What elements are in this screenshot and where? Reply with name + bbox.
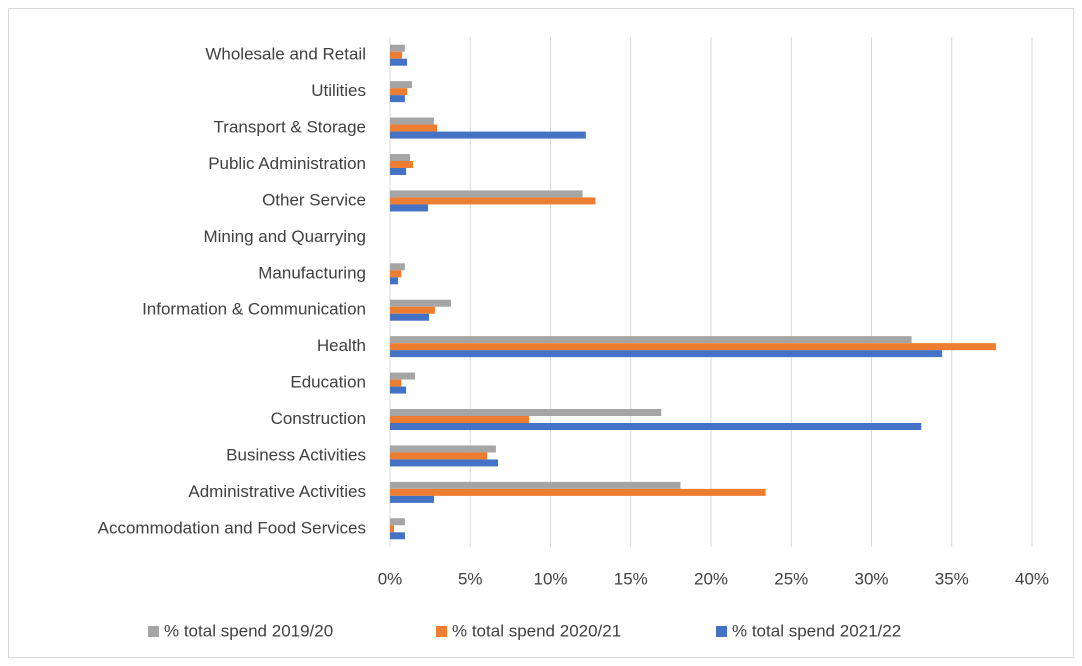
bar bbox=[390, 81, 412, 89]
legend-swatch bbox=[148, 626, 159, 637]
bar bbox=[390, 58, 408, 66]
bar bbox=[390, 518, 405, 526]
bar bbox=[390, 409, 662, 416]
bar bbox=[390, 44, 405, 52]
bar bbox=[390, 124, 438, 132]
bar bbox=[390, 306, 435, 314]
y-tick-label: Construction bbox=[271, 409, 366, 428]
bar bbox=[390, 481, 681, 489]
bar bbox=[390, 423, 922, 430]
legend-label: % total spend 2019/20 bbox=[164, 621, 333, 640]
bar bbox=[390, 197, 596, 205]
bar bbox=[390, 532, 405, 540]
y-tick-label: Information & Communication bbox=[142, 300, 366, 319]
bar bbox=[390, 525, 395, 533]
bar bbox=[390, 299, 451, 307]
legend-label: % total spend 2021/22 bbox=[732, 621, 901, 640]
y-tick-label: Business Activities bbox=[226, 445, 366, 464]
bar bbox=[390, 277, 399, 285]
bar bbox=[390, 350, 943, 358]
x-tick-label: 0% bbox=[378, 569, 403, 588]
y-tick-label: Mining and Quarrying bbox=[203, 227, 366, 246]
bar bbox=[390, 131, 586, 139]
bar bbox=[390, 88, 408, 96]
bar bbox=[390, 372, 416, 380]
y-tick-label: Education bbox=[290, 373, 366, 392]
y-tick-label: Health bbox=[317, 336, 366, 355]
y-tick-label: Wholesale and Retail bbox=[205, 45, 366, 64]
chart-border bbox=[8, 8, 1074, 658]
x-tick-label: 5% bbox=[458, 569, 483, 588]
legend-swatch bbox=[436, 626, 447, 637]
bar bbox=[390, 343, 996, 351]
y-tick-label: Utilities bbox=[311, 81, 366, 100]
bar bbox=[390, 386, 407, 394]
bar bbox=[390, 263, 405, 271]
x-tick-label: 15% bbox=[614, 569, 648, 588]
bar bbox=[390, 270, 402, 278]
y-tick-label: Accommodation and Food Services bbox=[98, 518, 366, 537]
bar bbox=[390, 161, 413, 168]
y-tick-label: Administrative Activities bbox=[188, 482, 366, 501]
bar bbox=[390, 459, 499, 467]
bar bbox=[390, 313, 430, 321]
y-tick-label: Other Service bbox=[262, 190, 366, 209]
bar bbox=[390, 154, 411, 161]
legend-swatch bbox=[716, 626, 727, 637]
bar bbox=[390, 168, 407, 175]
bar bbox=[390, 117, 434, 125]
bar bbox=[390, 488, 766, 496]
bar bbox=[390, 336, 912, 344]
bar bbox=[390, 452, 488, 460]
y-tick-label: Transport & Storage bbox=[214, 118, 366, 137]
bar bbox=[390, 204, 429, 212]
x-tick-label: 40% bbox=[1015, 569, 1049, 588]
bar bbox=[390, 495, 434, 503]
bar bbox=[390, 416, 529, 423]
x-tick-label: 10% bbox=[533, 569, 567, 588]
x-tick-label: 30% bbox=[854, 569, 888, 588]
x-tick-label: 35% bbox=[935, 569, 969, 588]
legend-label: % total spend 2020/21 bbox=[452, 621, 621, 640]
bar bbox=[390, 190, 583, 198]
x-tick-label: 25% bbox=[774, 569, 808, 588]
bar bbox=[390, 379, 402, 387]
bar bbox=[390, 95, 405, 103]
x-tick-label: 20% bbox=[694, 569, 728, 588]
y-tick-label: Manufacturing bbox=[258, 263, 366, 282]
y-tick-label: Public Administration bbox=[208, 154, 366, 173]
bar bbox=[390, 51, 403, 59]
bar bbox=[390, 445, 496, 453]
